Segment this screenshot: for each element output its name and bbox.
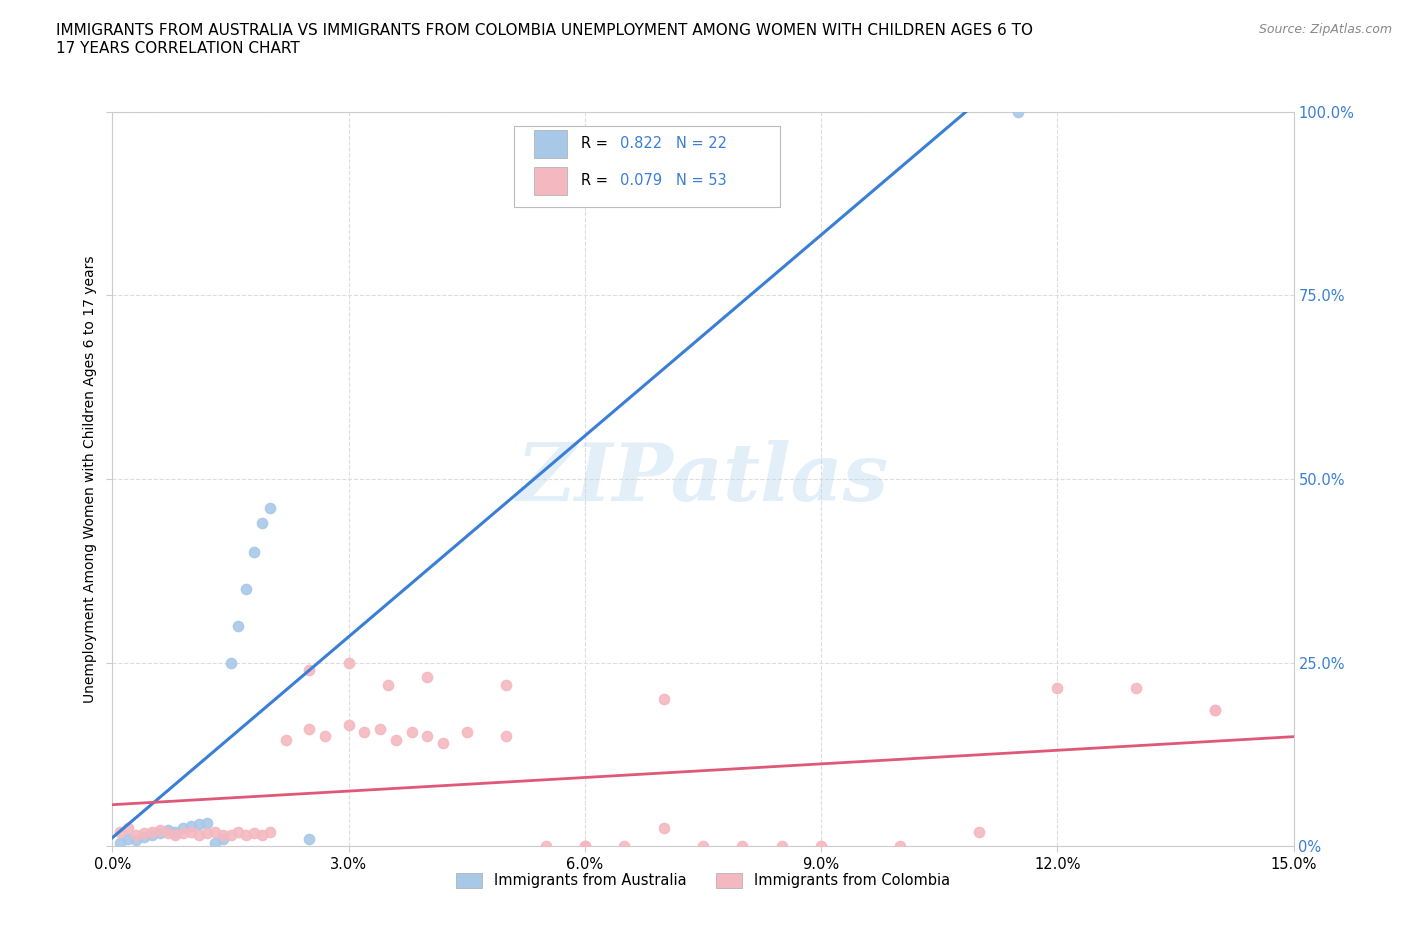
Point — [613, 839, 636, 854]
Point — [731, 839, 754, 854]
Point — [652, 692, 675, 707]
Point — [117, 831, 139, 846]
Point — [495, 677, 517, 692]
Point — [204, 824, 226, 839]
Point — [274, 732, 297, 747]
Point — [132, 830, 155, 845]
Point — [401, 725, 423, 740]
Point — [1125, 681, 1147, 696]
Point — [235, 828, 257, 843]
Text: 0.079   N = 53: 0.079 N = 53 — [620, 173, 727, 188]
Point — [432, 736, 454, 751]
Point — [219, 828, 242, 843]
Point — [456, 725, 478, 740]
Text: IMMIGRANTS FROM AUSTRALIA VS IMMIGRANTS FROM COLOMBIA UNEMPLOYMENT AMONG WOMEN W: IMMIGRANTS FROM AUSTRALIA VS IMMIGRANTS … — [56, 23, 1033, 56]
Point — [770, 839, 793, 854]
Point — [810, 839, 832, 854]
Point — [110, 824, 132, 839]
Text: ZIPatlas: ZIPatlas — [517, 440, 889, 518]
Point — [1204, 703, 1226, 718]
Point — [377, 677, 399, 692]
Point — [314, 729, 336, 744]
Point — [1007, 104, 1029, 119]
Point — [149, 826, 172, 841]
Point — [188, 828, 211, 843]
Point — [416, 670, 439, 684]
Point — [416, 729, 439, 744]
Point — [228, 618, 250, 633]
Point — [172, 820, 194, 835]
Point — [188, 817, 211, 831]
Legend: Immigrants from Australia, Immigrants from Colombia: Immigrants from Australia, Immigrants fr… — [450, 867, 956, 894]
Point — [165, 824, 187, 839]
Text: Source: ZipAtlas.com: Source: ZipAtlas.com — [1258, 23, 1392, 36]
Point — [259, 824, 281, 839]
Point — [385, 732, 408, 747]
FancyBboxPatch shape — [515, 126, 780, 207]
Text: R =: R = — [581, 173, 613, 188]
Point — [235, 582, 257, 597]
Point — [125, 828, 148, 843]
Point — [337, 718, 360, 733]
Point — [141, 828, 163, 843]
Point — [889, 839, 911, 854]
Point — [692, 839, 714, 854]
Bar — [534, 130, 567, 158]
Point — [219, 656, 242, 671]
Point — [574, 839, 596, 854]
Point — [353, 725, 375, 740]
Point — [156, 826, 179, 841]
Point — [195, 816, 218, 830]
Point — [574, 839, 596, 854]
Point — [132, 826, 155, 841]
Point — [110, 835, 132, 850]
Point — [156, 823, 179, 838]
Point — [165, 828, 187, 843]
Point — [652, 820, 675, 835]
Point — [149, 823, 172, 838]
Point — [368, 722, 391, 737]
Point — [967, 824, 990, 839]
Point — [1204, 703, 1226, 718]
Point — [243, 545, 266, 560]
Point — [228, 824, 250, 839]
Point — [534, 839, 557, 854]
Point — [180, 818, 202, 833]
Text: 0.822   N = 22: 0.822 N = 22 — [620, 137, 727, 152]
Bar — [534, 166, 567, 194]
Point — [141, 824, 163, 839]
Point — [117, 820, 139, 835]
Point — [211, 828, 233, 843]
Point — [204, 835, 226, 850]
Point — [298, 722, 321, 737]
Point — [1046, 681, 1069, 696]
Point — [495, 729, 517, 744]
Point — [298, 662, 321, 677]
Point — [250, 828, 273, 843]
Text: R =: R = — [581, 137, 613, 152]
Point — [259, 501, 281, 516]
Point — [125, 833, 148, 848]
Point — [180, 824, 202, 839]
Point — [195, 826, 218, 841]
Point — [172, 826, 194, 841]
Point — [211, 831, 233, 846]
Point — [243, 826, 266, 841]
Point — [337, 656, 360, 671]
Point — [250, 515, 273, 530]
Point — [298, 831, 321, 846]
Y-axis label: Unemployment Among Women with Children Ages 6 to 17 years: Unemployment Among Women with Children A… — [83, 255, 97, 703]
